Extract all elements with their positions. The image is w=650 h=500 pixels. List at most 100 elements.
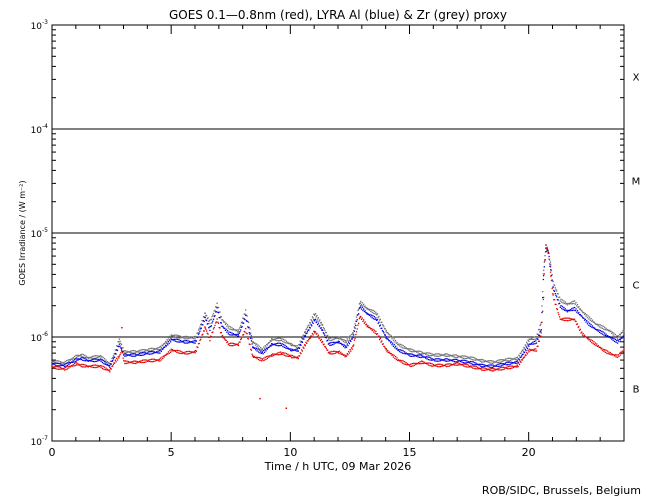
data-point [236, 343, 238, 346]
data-point [306, 328, 308, 330]
data-point [400, 361, 402, 363]
data-point [128, 354, 130, 356]
data-point [532, 343, 535, 345]
data-point [514, 366, 517, 368]
data-point [292, 344, 294, 347]
data-point [523, 356, 526, 358]
data-point [455, 361, 457, 363]
data-point [305, 328, 307, 331]
data-point [392, 345, 395, 347]
data-point [279, 354, 281, 356]
data-point [242, 317, 244, 319]
data-point [285, 340, 288, 342]
data-point [377, 336, 379, 338]
data-point [460, 363, 463, 366]
data-point [166, 352, 168, 355]
data-point [89, 359, 91, 362]
data-point [523, 347, 526, 349]
data-point [322, 329, 324, 331]
data-point [392, 336, 394, 338]
data-point [423, 352, 425, 355]
data-point [211, 331, 213, 334]
data-point [434, 365, 436, 367]
data-point [57, 368, 60, 370]
data-point [568, 309, 571, 312]
data-point [325, 332, 327, 334]
data-point [194, 342, 196, 344]
data-point [308, 326, 311, 329]
data-point [605, 333, 607, 335]
data-point [448, 353, 450, 356]
data-point [464, 362, 466, 364]
data-point [621, 331, 623, 334]
data-point [186, 353, 188, 355]
data-point [162, 348, 164, 351]
data-point [381, 343, 384, 345]
data-point [148, 360, 151, 363]
data-point [314, 318, 317, 321]
data-point [528, 343, 530, 345]
data-point [436, 353, 438, 355]
data-point [597, 344, 599, 347]
data-point [603, 349, 606, 351]
data-point [611, 332, 613, 334]
data-point [440, 363, 442, 366]
data-point [212, 318, 215, 320]
data-point [318, 337, 320, 340]
data-point [561, 299, 564, 301]
data-point [515, 360, 517, 363]
data-point [592, 343, 594, 345]
data-point [466, 363, 468, 366]
data-point [537, 329, 540, 331]
data-point [177, 337, 179, 339]
data-point [615, 341, 617, 343]
data-point [450, 363, 453, 365]
data-point [556, 299, 559, 301]
data-point [368, 308, 370, 310]
data-point [450, 359, 453, 362]
data-point [219, 311, 221, 313]
data-point [159, 352, 161, 354]
data-point [211, 315, 213, 318]
data-point [171, 339, 173, 341]
data-point [268, 346, 271, 348]
data-point [564, 301, 566, 303]
data-point [441, 365, 443, 367]
data-point [501, 359, 503, 361]
data-point [479, 358, 481, 361]
data-point [364, 321, 366, 323]
data-point [101, 361, 104, 364]
data-point [499, 365, 501, 367]
data-point [583, 319, 586, 321]
data-point [118, 355, 121, 357]
data-point [430, 354, 433, 357]
data-point [523, 346, 525, 349]
flare-class-label: C [633, 280, 640, 291]
data-point [58, 360, 60, 362]
data-point [353, 330, 355, 332]
data-point [136, 354, 139, 356]
data-point [486, 369, 489, 371]
data-point [97, 365, 100, 367]
data-point [556, 292, 559, 295]
data-point [481, 358, 484, 361]
data-point [540, 330, 542, 332]
data-point [68, 365, 71, 367]
data-point [481, 366, 483, 368]
data-point [195, 350, 198, 352]
data-point [558, 296, 561, 298]
data-point [553, 299, 555, 301]
data-point [483, 367, 485, 369]
data-point [408, 349, 410, 351]
data-point [530, 342, 533, 344]
data-point [195, 340, 197, 342]
data-point [325, 347, 327, 350]
data-point [345, 346, 348, 348]
data-point [68, 363, 70, 365]
data-point [235, 330, 237, 332]
data-point [426, 358, 428, 360]
data-point [427, 356, 429, 358]
data-point [179, 352, 181, 354]
data-point [150, 347, 153, 349]
data-point [531, 343, 533, 345]
